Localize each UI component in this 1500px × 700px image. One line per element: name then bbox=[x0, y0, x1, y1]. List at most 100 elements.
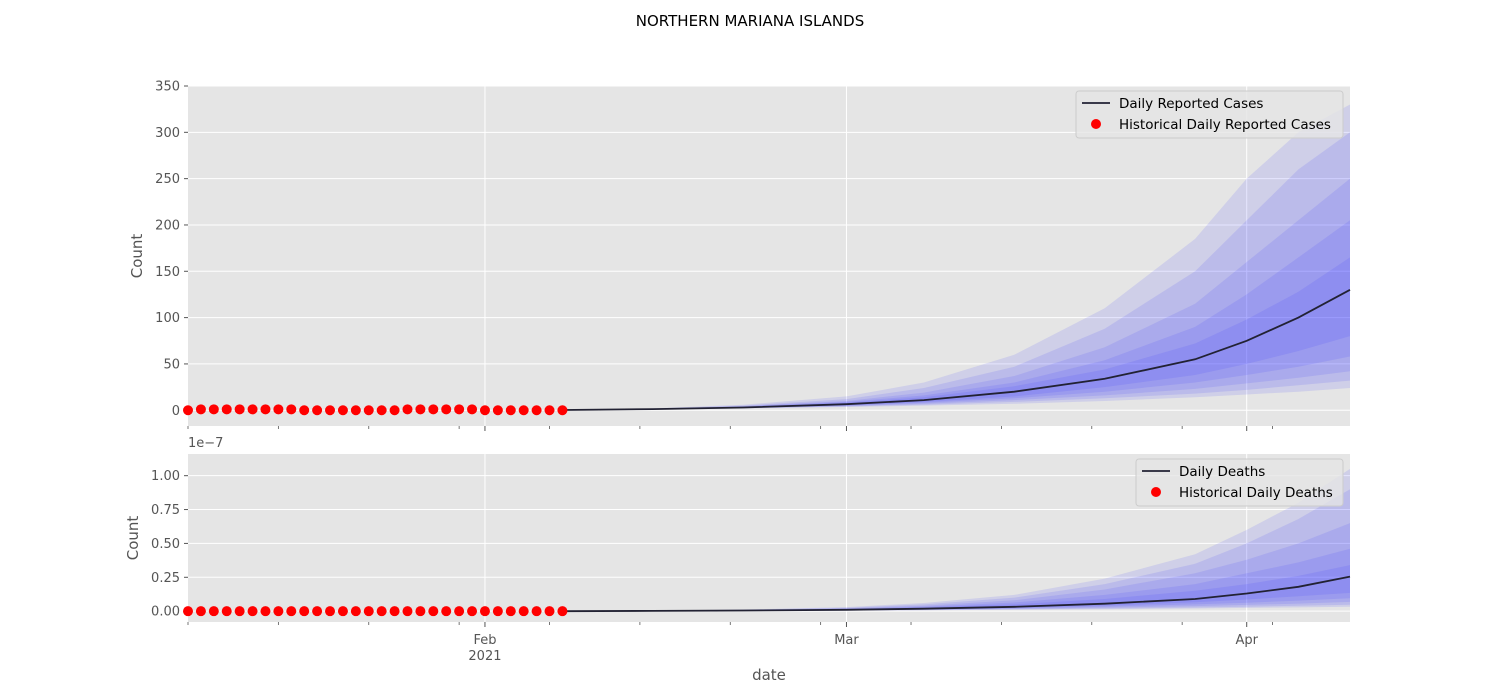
deaths-historical-point bbox=[467, 606, 478, 617]
cases-plot-area bbox=[188, 86, 1350, 426]
deaths-historical-point bbox=[350, 606, 361, 617]
deaths-y-tick-label: 0.75 bbox=[151, 503, 180, 518]
deaths-historical-point bbox=[273, 606, 284, 617]
cases-y-tick-label: 50 bbox=[163, 357, 180, 372]
x-tick-label: Feb bbox=[473, 633, 496, 648]
cases-historical-point bbox=[221, 404, 232, 415]
deaths-historical-point bbox=[286, 606, 297, 617]
cases-historical-point bbox=[492, 405, 503, 416]
cases-historical-point bbox=[428, 404, 439, 415]
deaths-historical-point bbox=[544, 606, 555, 617]
cases-legend: Daily Reported Cases Historical Daily Rep… bbox=[1075, 90, 1344, 139]
cases-historical-point bbox=[518, 405, 529, 416]
deaths-historical-point bbox=[247, 606, 258, 617]
deaths-historical-point bbox=[363, 606, 374, 617]
cases-historical-point bbox=[337, 405, 348, 416]
cases-y-tick-label: 300 bbox=[155, 126, 180, 141]
cases-y-axis-label: Count bbox=[128, 234, 146, 279]
deaths-legend-dot-swatch bbox=[1151, 487, 1161, 497]
cases-forecast-band bbox=[562, 220, 1350, 410]
cases-historical-point bbox=[312, 405, 323, 416]
cases-forecast-band bbox=[562, 104, 1350, 410]
x-tick-sublabel: 2021 bbox=[468, 649, 501, 664]
deaths-historical-point bbox=[428, 606, 439, 617]
deaths-forecast-line bbox=[562, 575, 1351, 613]
cases-y-tick-label: 350 bbox=[155, 80, 180, 95]
deaths-historical-point bbox=[312, 606, 323, 617]
cases-forecast-band bbox=[562, 132, 1350, 411]
deaths-y-tick-label: 0.00 bbox=[151, 605, 180, 620]
cases-y-tick-label: 250 bbox=[155, 172, 180, 187]
cases-historical-point bbox=[544, 405, 555, 416]
x-tick-label: Mar bbox=[834, 633, 859, 648]
deaths-historical-point bbox=[492, 606, 503, 617]
deaths-historical-point bbox=[325, 606, 336, 617]
cases-historical-point bbox=[195, 404, 206, 415]
deaths-historical-point bbox=[531, 606, 542, 617]
deaths-legend-label: Daily Deaths bbox=[1179, 464, 1265, 480]
deaths-forecast-band bbox=[562, 548, 1350, 612]
deaths-historical-point bbox=[441, 606, 452, 617]
chart-panels: 0 50 100 150 200 250 300 350 Count Daily Reported… bbox=[124, 80, 1351, 664]
deaths-forecast-band bbox=[562, 523, 1350, 612]
cases-historical-point bbox=[402, 404, 413, 415]
deaths-historical-point bbox=[337, 606, 348, 617]
cases-historical-point bbox=[208, 404, 219, 415]
deaths-historical-point bbox=[221, 606, 232, 617]
x-tick-label: Apr bbox=[1235, 633, 1258, 648]
cases-historical-point bbox=[389, 405, 400, 416]
deaths-offset-text: 1e−7 bbox=[188, 436, 223, 451]
deaths-legend-box bbox=[1135, 458, 1344, 507]
cases-historical-point bbox=[325, 405, 336, 416]
cases-y-tick-label: 0 bbox=[172, 404, 180, 419]
deaths-historical-point bbox=[402, 606, 413, 617]
deaths-historical-point bbox=[557, 606, 568, 617]
cases-historical-point bbox=[415, 404, 426, 415]
cases-historical-point bbox=[467, 404, 478, 415]
deaths-y-tick-label: 0.50 bbox=[151, 537, 180, 552]
deaths-legend: Daily Deaths Historical Daily Deaths bbox=[1135, 458, 1344, 507]
deaths-y-tick-label: 0.25 bbox=[151, 571, 180, 586]
cases-historical-point bbox=[299, 405, 310, 416]
deaths-y-axis-label: Count bbox=[124, 516, 142, 561]
figure-title: NORTHERN MARIANA ISLANDS bbox=[636, 12, 864, 30]
deaths-historical-point bbox=[376, 606, 387, 617]
cases-y-tick-label: 100 bbox=[155, 311, 180, 326]
cases-y-tick-label: 200 bbox=[155, 218, 180, 233]
cases-historical-point bbox=[441, 404, 452, 415]
x-axis-label: date bbox=[752, 666, 786, 684]
cases-legend-label: Daily Reported Cases bbox=[1119, 96, 1263, 112]
cases-historical-point bbox=[505, 405, 516, 416]
deaths-historical-point bbox=[183, 606, 193, 617]
deaths-forecast-band bbox=[562, 468, 1350, 612]
deaths-historical-point bbox=[505, 606, 516, 617]
deaths-historical-point bbox=[389, 606, 400, 617]
cases-historical-point bbox=[363, 405, 374, 416]
cases-historical-point bbox=[260, 404, 271, 415]
cases-forecast-line bbox=[562, 289, 1351, 411]
deaths-historical-point bbox=[518, 606, 529, 617]
cases-historical-point bbox=[454, 404, 465, 415]
cases-historical-point bbox=[479, 405, 490, 416]
deaths-historical-point bbox=[479, 606, 490, 617]
cases-legend-box bbox=[1075, 90, 1344, 139]
cases-historical-point bbox=[557, 405, 568, 416]
deaths-legend-label: Historical Daily Deaths bbox=[1179, 485, 1333, 501]
deaths-historical-point bbox=[195, 606, 206, 617]
cases-historical-point bbox=[350, 405, 361, 416]
cases-legend-label: Historical Daily Reported Cases bbox=[1119, 117, 1331, 133]
deaths-historical-point bbox=[299, 606, 310, 617]
cases-historical-point bbox=[234, 404, 245, 415]
cases-forecast-band bbox=[562, 178, 1350, 410]
cases-historical-point bbox=[286, 404, 297, 415]
deaths-historical-point bbox=[260, 606, 271, 617]
deaths-forecast-band bbox=[562, 565, 1350, 612]
cases-legend-dot-swatch bbox=[1091, 119, 1101, 129]
cases-historical-point bbox=[247, 404, 258, 415]
cases-y-tick-label: 150 bbox=[155, 265, 180, 280]
cases-historical-point bbox=[183, 405, 193, 416]
cases-forecast-band bbox=[562, 257, 1350, 410]
deaths-historical-point bbox=[234, 606, 245, 617]
